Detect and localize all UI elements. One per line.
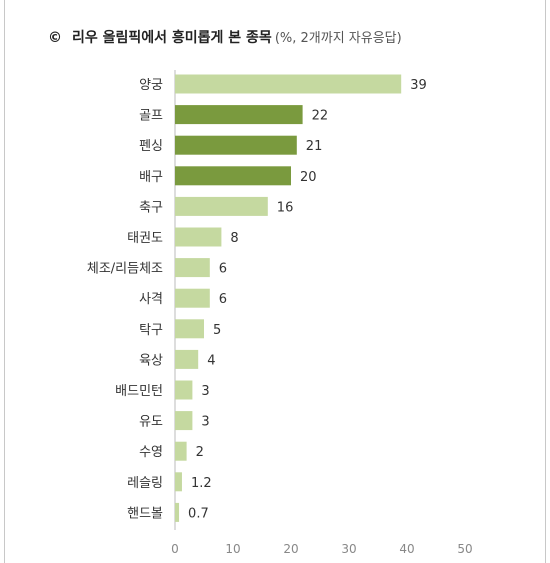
value-label: 6 (219, 262, 227, 277)
bar (175, 380, 193, 400)
bar (175, 166, 291, 186)
category-label: 육상 (139, 353, 163, 368)
bar (175, 502, 180, 522)
category-label: 수영 (139, 445, 163, 460)
category-label: 레슬링 (127, 476, 163, 491)
title-mark: © (48, 30, 62, 46)
category-label: 배구 (139, 170, 163, 185)
value-label: 2 (196, 445, 204, 460)
value-label: 1.2 (191, 476, 212, 491)
chart-title: © 리우 올림픽에서 흥미롭게 본 종목 (%, 2개까지 자유응답) (48, 27, 402, 47)
bar (175, 349, 199, 369)
title-note: (%, 2개까지 자유응답) (274, 31, 402, 46)
category-label: 펜싱 (139, 139, 163, 154)
bar (175, 258, 210, 278)
x-tick-label: 20 (283, 542, 298, 556)
value-label: 5 (213, 323, 221, 338)
category-label: 유도 (139, 415, 163, 430)
x-tick-label: 30 (341, 542, 356, 556)
bar (175, 135, 297, 155)
value-label: 0.7 (188, 506, 209, 521)
value-label: 4 (207, 353, 215, 368)
bar (175, 196, 268, 216)
bar (175, 74, 402, 94)
bar (175, 288, 210, 308)
bar (175, 319, 204, 339)
category-label: 양궁 (139, 78, 163, 93)
bar (175, 227, 222, 247)
value-label: 3 (201, 384, 209, 399)
value-label: 21 (306, 139, 323, 154)
value-label: 39 (410, 78, 427, 93)
value-label: 8 (230, 231, 238, 246)
value-label: 6 (219, 292, 227, 307)
bar (175, 472, 182, 492)
title-main: 리우 올림픽에서 흥미롭게 본 종목 (72, 30, 272, 46)
x-tick-label: 10 (225, 542, 240, 556)
x-tick-label: 40 (399, 542, 414, 556)
category-label: 사격 (139, 292, 163, 307)
value-label: 22 (312, 109, 329, 124)
x-tick-label: 0 (171, 542, 179, 556)
category-label: 핸드볼 (127, 505, 163, 521)
category-label: 축구 (139, 200, 163, 215)
value-label: 3 (201, 415, 209, 430)
category-label: 골프 (139, 109, 163, 124)
category-label: 태권도 (127, 231, 163, 246)
frame-right-border (545, 0, 546, 563)
bar (175, 441, 187, 461)
bar (175, 105, 303, 125)
bar (175, 411, 193, 431)
x-tick-label: 50 (457, 542, 472, 556)
value-label: 20 (300, 170, 317, 185)
category-label: 체조/리듬체조 (87, 262, 163, 277)
category-label: 배드민턴 (115, 384, 163, 399)
value-label: 16 (277, 200, 294, 215)
frame-left-border (4, 0, 5, 563)
category-label: 탁구 (139, 323, 163, 338)
